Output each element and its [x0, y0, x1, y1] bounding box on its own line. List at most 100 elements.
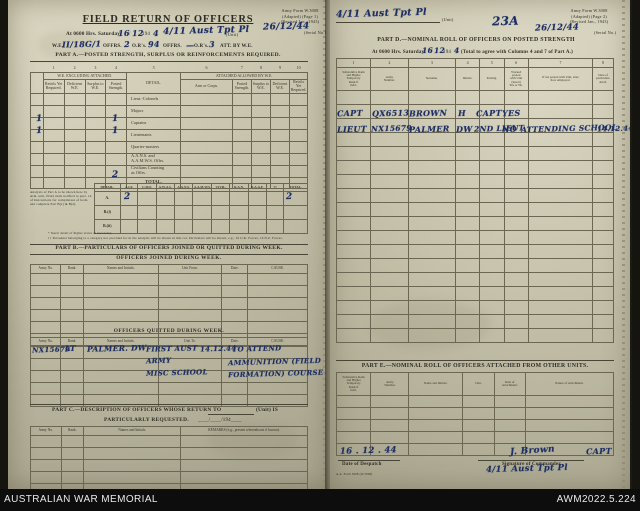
- table-row-cell[interactable]: [180, 483, 308, 489]
- part-d-row-cell[interactable]: [454, 202, 481, 217]
- part-d-row-cell[interactable]: [592, 272, 614, 287]
- table-row-cell[interactable]: [157, 382, 223, 395]
- part-d-row-cell[interactable]: [592, 314, 614, 329]
- table-row-cell[interactable]: [29, 273, 62, 286]
- part-d-row-cell[interactable]: [407, 300, 456, 315]
- part-d-row-cell[interactable]: [454, 188, 481, 203]
- part-d-row-cell[interactable]: [592, 202, 614, 217]
- part-d-row-cell[interactable]: [335, 174, 372, 189]
- part-d-row-cell[interactable]: [503, 244, 529, 259]
- table-row-cell[interactable]: [83, 447, 182, 460]
- table-row-cell[interactable]: [221, 273, 249, 286]
- part-d-row-cell[interactable]: [407, 160, 456, 175]
- part-d-row-cell[interactable]: [454, 300, 481, 315]
- part-d-row-cell[interactable]: [503, 188, 529, 203]
- part-d-row-cell[interactable]: [370, 202, 409, 217]
- part-d-row-cell[interactable]: [527, 286, 594, 301]
- part-d-row-cell[interactable]: [335, 300, 372, 315]
- part-d-row-cell[interactable]: [527, 146, 594, 161]
- table-row-cell[interactable]: [29, 309, 62, 322]
- part-d-row-cell[interactable]: [503, 272, 529, 287]
- table-row-cell[interactable]: [180, 447, 308, 460]
- part-d-row-cell[interactable]: [407, 286, 456, 301]
- part-e-row-cell[interactable]: [494, 431, 526, 444]
- part-d-row-cell[interactable]: [407, 216, 456, 231]
- part-d-row-cell[interactable]: [527, 202, 594, 217]
- table-row-cell[interactable]: [60, 447, 85, 460]
- table-row-cell[interactable]: [60, 358, 84, 371]
- part-e-row-cell[interactable]: [370, 407, 410, 420]
- part-d-row-cell[interactable]: [370, 314, 409, 329]
- part-e-row-cell[interactable]: [494, 407, 526, 420]
- part-d-row-cell[interactable]: [454, 286, 481, 301]
- table-row-cell[interactable]: [83, 459, 182, 472]
- part-d-row-cell[interactable]: [527, 230, 594, 245]
- part-d-row-cell[interactable]: [454, 244, 481, 259]
- part-d-row-cell[interactable]: [454, 272, 481, 287]
- table-row-cell[interactable]: [157, 297, 223, 310]
- table-row-cell[interactable]: [221, 285, 249, 298]
- part-d-row-cell[interactable]: [370, 272, 409, 287]
- part-e-row-cell[interactable]: [370, 419, 410, 432]
- part-e-row-cell[interactable]: [335, 443, 372, 456]
- part-d-row-cell[interactable]: [479, 286, 505, 301]
- part-d-row-cell[interactable]: [335, 132, 372, 147]
- part-d-row-cell[interactable]: [503, 314, 529, 329]
- part-d-row-cell[interactable]: [592, 258, 614, 273]
- part-e-row-cell[interactable]: [461, 395, 496, 408]
- part-d-row-cell[interactable]: [479, 132, 505, 147]
- table-row-cell[interactable]: [157, 273, 223, 286]
- part-d-row-cell[interactable]: [407, 272, 456, 287]
- part-d-row-cell[interactable]: [479, 90, 505, 105]
- part-e-row-cell[interactable]: [461, 419, 496, 432]
- part-d-row-cell[interactable]: [503, 300, 529, 315]
- table-row-cell[interactable]: [247, 382, 308, 395]
- table-row-cell[interactable]: [29, 297, 62, 310]
- table-row-cell[interactable]: [60, 435, 85, 448]
- part-d-row-cell[interactable]: [592, 174, 614, 189]
- part-d-row-cell[interactable]: [592, 286, 614, 301]
- part-d-row-cell[interactable]: [479, 174, 505, 189]
- table-row-cell[interactable]: [221, 394, 249, 407]
- part-d-row-cell[interactable]: [407, 230, 456, 245]
- part-d-row-cell[interactable]: [407, 174, 456, 189]
- part-d-row-cell[interactable]: [335, 216, 372, 231]
- part-d-row-cell[interactable]: [407, 258, 456, 273]
- part-e-row-cell[interactable]: [461, 431, 496, 444]
- part-d-row-cell[interactable]: [370, 146, 409, 161]
- part-e-row-cell[interactable]: [408, 419, 463, 432]
- part-e-row-cell[interactable]: [370, 395, 410, 408]
- part-d-row-cell[interactable]: [407, 244, 456, 259]
- table-row-cell[interactable]: [157, 285, 223, 298]
- table-row-cell[interactable]: [30, 471, 62, 484]
- part-d-row-cell[interactable]: [335, 272, 372, 287]
- part-d-row-cell[interactable]: [479, 258, 505, 273]
- table-row-cell[interactable]: [247, 309, 308, 322]
- part-d-row-cell[interactable]: [335, 244, 372, 259]
- table-row-cell[interactable]: [60, 471, 85, 484]
- part-d-row-cell[interactable]: [370, 300, 409, 315]
- part-d-row-cell[interactable]: [503, 328, 529, 343]
- part-d-row-cell[interactable]: [454, 216, 481, 231]
- table-row-cell[interactable]: [29, 370, 62, 383]
- part-e-row-cell[interactable]: [524, 431, 615, 444]
- part-d-row-cell[interactable]: [503, 132, 529, 147]
- table-row-cell[interactable]: [29, 394, 62, 407]
- part-d-row-cell[interactable]: [407, 90, 456, 105]
- part-d-row-cell[interactable]: [407, 132, 456, 147]
- part-d-row-cell[interactable]: [592, 146, 614, 161]
- part-d-row-cell[interactable]: [527, 328, 594, 343]
- part-d-row-cell[interactable]: [592, 230, 614, 245]
- part-d-row-cell[interactable]: [527, 314, 594, 329]
- part-d-row-cell[interactable]: [592, 216, 614, 231]
- part-d-row-cell[interactable]: [335, 146, 372, 161]
- table-row-cell[interactable]: [83, 483, 182, 489]
- part-d-row-cell[interactable]: [479, 272, 505, 287]
- part-d-row-cell[interactable]: [503, 174, 529, 189]
- part-d-row-cell[interactable]: [527, 300, 594, 315]
- part-d-row-cell[interactable]: [527, 160, 594, 175]
- part-d-row-cell[interactable]: [503, 216, 529, 231]
- part-d-row-cell[interactable]: [370, 188, 409, 203]
- table-row-cell[interactable]: [30, 459, 62, 472]
- part-d-row-cell[interactable]: [503, 230, 529, 245]
